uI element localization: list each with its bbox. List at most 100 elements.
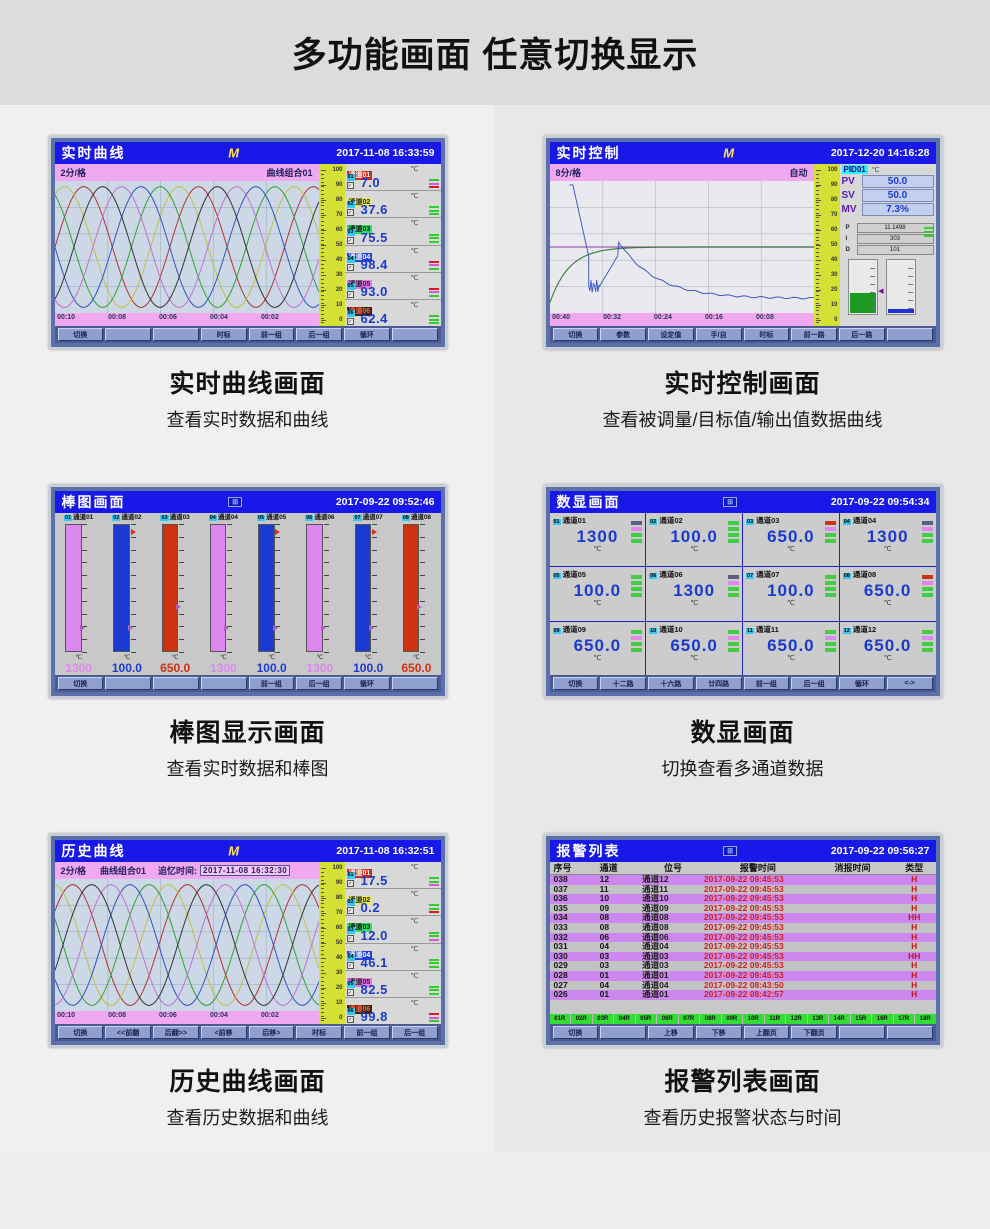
- toolbar-button-5[interactable]: 前一组: [248, 328, 295, 341]
- toolbar-button-3[interactable]: 十六路: [648, 677, 694, 690]
- toolbar-button-1[interactable]: 切换: [57, 677, 104, 690]
- channel-row[interactable]: 通道02 ℃ 02 ✓ 37.6: [344, 191, 441, 219]
- pid-param-row[interactable]: D 101: [840, 245, 936, 256]
- channel-checkbox[interactable]: ✓: [346, 934, 354, 942]
- digital-channel-cell[interactable]: 05 通道05 100.0 ℃: [549, 567, 646, 621]
- digital-channel-cell[interactable]: 08 通道08 650.0 ℃: [839, 567, 936, 621]
- bar-channel-column[interactable]: 05 通道05 ℃ 100.0: [248, 513, 296, 675]
- toolbar-button-1[interactable]: 切换: [552, 677, 599, 690]
- relay-indicator[interactable]: 08R: [700, 1014, 722, 1024]
- toolbar-button-6[interactable]: 后一组: [296, 328, 342, 341]
- toolbar-button-5[interactable]: 前一组: [248, 677, 295, 690]
- channel-row[interactable]: 通道05 ℃ 05 ✓ 93.0: [344, 273, 441, 300]
- toolbar-button-1[interactable]: 切换: [57, 328, 104, 341]
- relay-indicator[interactable]: 02R: [571, 1014, 593, 1024]
- bar-channel-column[interactable]: 03 通道03 ℃ 650.0: [151, 513, 199, 675]
- toolbar-button-8[interactable]: [886, 1026, 933, 1039]
- toolbar-button-7[interactable]: 循环: [344, 677, 390, 690]
- bar-channel-column[interactable]: 01 通道01 ℃ 1300: [55, 513, 103, 675]
- toolbar-button-4[interactable]: 手/自: [695, 328, 742, 341]
- digital-channel-cell[interactable]: 06 通道06 1300 ℃: [646, 567, 742, 621]
- toolbar-button-3[interactable]: 后翻>>: [153, 1026, 199, 1039]
- digital-channel-cell[interactable]: 03 通道03 650.0 ℃: [743, 513, 839, 567]
- toolbar-button-2[interactable]: [105, 328, 151, 341]
- trend-plot-realtime[interactable]: [54, 181, 319, 313]
- channel-checkbox[interactable]: ✓: [346, 290, 354, 298]
- channel-checkbox[interactable]: ✓: [346, 907, 354, 915]
- toolbar-button-4[interactable]: 时标: [200, 328, 247, 341]
- pid-value-row[interactable]: MV 7.3%: [840, 203, 936, 217]
- pid-param-row[interactable]: P 11.1498: [840, 223, 936, 234]
- channel-row[interactable]: 通道03 ℃ 03 ✓ 12.0: [344, 916, 441, 944]
- channel-row[interactable]: 通道01 ℃ 01 ✓ 17.5: [344, 862, 441, 890]
- toolbar-button-5[interactable]: 时标: [743, 328, 790, 341]
- bar-channel-column[interactable]: 02 通道02 ℃ 100.0: [103, 513, 151, 675]
- alarm-table-body[interactable]: 038 12 通道12 2017-09-22 09:45:53 H 037 11 通道11 20…: [549, 874, 936, 1014]
- toolbar-button-3[interactable]: [153, 328, 199, 341]
- toolbar-button-6[interactable]: 前一路: [791, 328, 837, 341]
- alarm-row[interactable]: 031 04 通道04 2017-09-22 09:45:53 H: [549, 942, 936, 952]
- channel-checkbox[interactable]: ✓: [346, 880, 354, 888]
- toolbar-button-5[interactable]: 后移>: [248, 1026, 295, 1039]
- toolbar-button-6[interactable]: 后一组: [296, 677, 342, 690]
- alarm-row[interactable]: 028 01 通道01 2017-09-22 09:45:53 H: [549, 970, 936, 981]
- bar-channel-column[interactable]: 06 通道06 ℃ 1300: [296, 513, 344, 675]
- toolbar-button-6[interactable]: 下翻页: [791, 1026, 837, 1039]
- channel-row[interactable]: 通道04 ℃ 04 ✓ 46.1: [344, 944, 441, 971]
- relay-indicator[interactable]: 13R: [808, 1014, 829, 1024]
- relay-indicator[interactable]: 12R: [786, 1014, 808, 1024]
- channel-row[interactable]: 通道06 ℃ 06 ✓ 99.8: [345, 998, 441, 1024]
- trend-plot-history[interactable]: [54, 879, 319, 1011]
- channel-row[interactable]: 通道02 ℃ 02 ✓ 0.2: [344, 889, 441, 917]
- toolbar-button-6[interactable]: 后一组: [791, 677, 837, 690]
- toolbar-button-8[interactable]: <->: [886, 677, 933, 690]
- channel-checkbox[interactable]: ✓: [346, 988, 354, 996]
- relay-indicator[interactable]: 16R: [872, 1014, 894, 1024]
- toolbar-button-7[interactable]: 前一组: [344, 1026, 390, 1039]
- toolbar-button-7[interactable]: 循环: [839, 677, 885, 690]
- toolbar-button-1[interactable]: 切换: [552, 1026, 599, 1039]
- toolbar-button-7[interactable]: 循环: [344, 328, 390, 341]
- channel-row[interactable]: 通道06 ℃ 06 ✓ 62.4: [345, 300, 441, 326]
- digital-channel-cell[interactable]: 10 通道10 650.0 ℃: [646, 621, 742, 675]
- digital-channel-cell[interactable]: 04 通道04 1300 ℃: [839, 513, 936, 567]
- relay-indicator[interactable]: 04R: [614, 1014, 636, 1024]
- relay-indicator[interactable]: 03R: [593, 1014, 614, 1024]
- alarm-row[interactable]: 038 12 通道12 2017-09-22 09:45:53 H: [549, 874, 936, 885]
- pid-param-row[interactable]: I 303: [840, 234, 936, 245]
- channel-checkbox[interactable]: ✓: [346, 236, 354, 244]
- channel-checkbox[interactable]: ✓: [346, 263, 354, 271]
- toolbar-button-4[interactable]: [200, 677, 247, 690]
- channel-row[interactable]: 通道04 ℃ 04 ✓ 98.4: [344, 246, 441, 273]
- toolbar-button-4[interactable]: 下移: [695, 1026, 742, 1039]
- toolbar-button-8[interactable]: 后一组: [391, 1026, 438, 1039]
- alarm-row[interactable]: 036 10 通道10 2017-09-22 09:45:53 H: [549, 894, 936, 904]
- toolbar-button-5[interactable]: 前一组: [743, 677, 790, 690]
- relay-indicator[interactable]: 06R: [657, 1014, 679, 1024]
- relay-indicator[interactable]: 10R: [743, 1014, 765, 1024]
- toolbar-button-1[interactable]: 切换: [552, 328, 599, 341]
- toolbar-button-2[interactable]: [105, 677, 151, 690]
- toolbar-button-2[interactable]: <<前翻: [105, 1026, 151, 1039]
- bar-channel-column[interactable]: 07 通道07 ℃ 100.0: [344, 513, 392, 675]
- alarm-row[interactable]: 029 03 通道03 2017-09-22 09:45:53 H: [549, 961, 936, 971]
- toolbar-button-8[interactable]: [391, 677, 438, 690]
- relay-indicator[interactable]: 14R: [829, 1014, 851, 1024]
- alarm-row[interactable]: 026 01 通道01 2017-09-22 08:42:57 H: [549, 990, 936, 1000]
- relay-indicator[interactable]: 18R: [919, 1016, 931, 1022]
- relay-indicator[interactable]: 05R: [636, 1014, 657, 1024]
- toolbar-button-4[interactable]: 廿四路: [695, 677, 742, 690]
- toolbar-button-2[interactable]: 十二路: [600, 677, 646, 690]
- toolbar-button-2[interactable]: 参数: [600, 328, 646, 341]
- bar-channel-column[interactable]: 04 通道04 ℃ 1300: [199, 513, 247, 675]
- digital-channel-cell[interactable]: 07 通道07 100.0 ℃: [743, 567, 839, 621]
- toolbar-button-3[interactable]: 上移: [648, 1026, 694, 1039]
- control-plot[interactable]: [549, 181, 814, 313]
- toolbar-button-8[interactable]: [391, 328, 438, 341]
- alarm-row[interactable]: 033 08 通道08 2017-09-22 09:45:53 H: [549, 922, 936, 933]
- digital-channel-cell[interactable]: 09 通道09 650.0 ℃: [549, 621, 646, 675]
- alarm-row[interactable]: 030 03 通道03 2017-09-22 09:45:53 HH: [549, 951, 936, 962]
- relay-indicator[interactable]: 15R: [851, 1014, 872, 1024]
- toolbar-button-5[interactable]: 上翻页: [743, 1026, 790, 1039]
- digital-channel-cell[interactable]: 12 通道12 650.0 ℃: [839, 621, 936, 675]
